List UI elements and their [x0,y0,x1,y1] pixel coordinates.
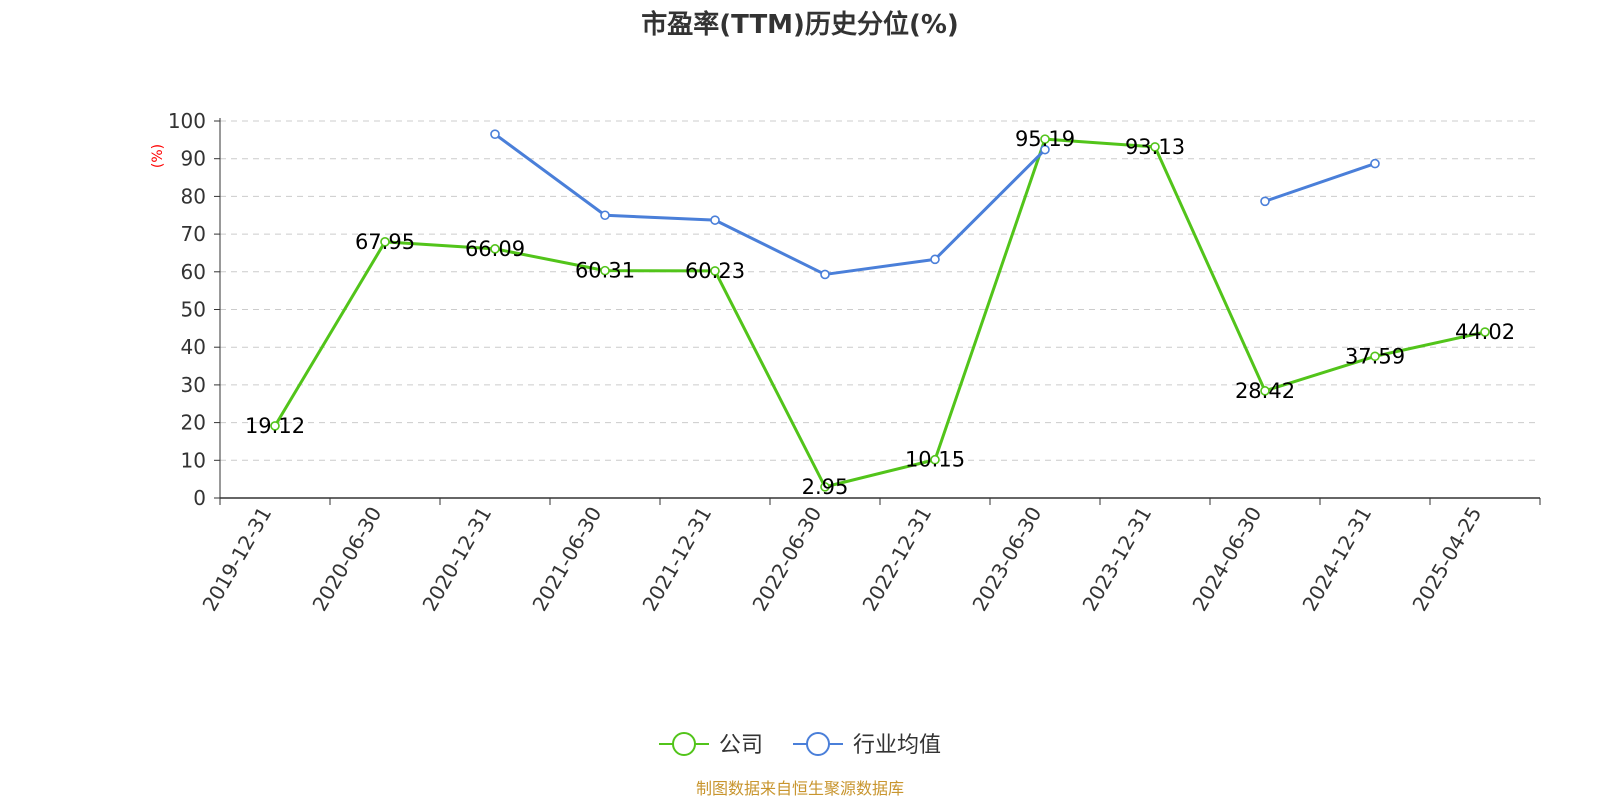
data-label: 37.59 [1345,344,1405,368]
data-point-0 [1370,351,1380,362]
data-label: 44.02 [1455,320,1515,344]
x-tick-label: 2023-12-31 [1077,503,1156,616]
axes: 0 10 20 30 40 50 60 70 80 90 100 2019-12-31 2020-06-… [168,109,1541,616]
legend-item: 行业均值 [793,732,941,758]
x-tick-label: 2019-12-31 [197,503,276,616]
data-label: 2.95 [802,475,849,499]
data-label: 67.95 [355,230,415,254]
legend-item: 公司 [659,732,763,758]
data-point-0 [490,244,500,254]
data-label: 10.15 [905,448,965,472]
chart-title: 市盈率(TTM)历史分位(%) [641,9,959,40]
source-note: 制图数据来自恒生聚源数据库 [696,779,904,798]
y-tick-label: 70 [181,222,206,246]
data-labels: 19.12 67.95 66.09 60.31 60.23 2.95 10.15 95.19 9… [245,127,1515,499]
y-tick-label: 80 [181,184,206,208]
data-label: 95.19 [1015,127,1075,151]
data-point-1 [600,210,610,221]
x-tick-label: 2021-12-31 [637,503,716,616]
x-tick-label: 2021-06-30 [527,503,606,616]
data-point-1 [930,254,940,265]
y-tick-label: 20 [181,411,206,435]
data-point-0 [380,237,390,247]
data-label: 60.31 [575,259,635,283]
data-point-0 [1260,386,1270,396]
data-point-1 [1040,144,1050,155]
data-point-0 [600,265,610,276]
data-label: 66.09 [465,237,525,261]
series-lines [270,129,1490,492]
y-tick-label: 50 [181,298,206,322]
y-tick-label: 10 [181,448,206,472]
x-tick-label: 2020-12-31 [417,503,496,616]
data-label: 28.42 [1235,379,1295,403]
legend: 公司 行业均值 [659,732,941,758]
x-tick-label: 2022-06-30 [747,503,826,616]
data-point-1 [490,129,500,139]
data-point-0 [710,266,720,276]
data-label: 93.13 [1125,135,1185,159]
x-tick-label: 2024-12-31 [1297,503,1376,616]
data-point-1 [710,215,720,225]
data-point-0 [930,454,940,465]
x-tick-label: 2025-04-25 [1407,503,1486,616]
legend-label: 行业均值 [853,733,941,758]
series-line-0 [273,137,1486,489]
legend-label: 公司 [719,733,763,758]
data-label: 19.12 [245,414,305,438]
data-point-1 [820,269,830,280]
data-point-0 [270,421,280,431]
x-tick-label: 2020-06-30 [307,503,386,616]
data-point-1 [1260,196,1270,207]
data-point-0 [1040,134,1050,144]
legend-marker [806,732,830,756]
data-point-0 [1480,327,1490,337]
data-label: 60.23 [685,259,745,283]
y-tick-label: 30 [181,373,206,397]
data-point-0 [820,482,830,492]
series-line-1 [1264,162,1376,203]
y-tick-label: 90 [181,147,206,171]
data-point-1 [1370,158,1380,169]
y-axis-label: (%) [150,144,166,168]
y-tick-label: 60 [181,260,206,284]
x-tick-label: 2022-12-31 [857,503,936,616]
y-tick-label: 100 [168,109,206,133]
y-tick-label: 0 [193,486,206,510]
data-point-0 [1150,142,1160,152]
grid-lines [220,120,1540,461]
x-tick-label: 2024-06-30 [1187,503,1266,616]
x-tick-label: 2023-06-30 [967,503,1046,616]
y-tick-label: 40 [181,335,206,359]
legend-marker [672,732,696,756]
series-line-1 [494,132,1047,276]
